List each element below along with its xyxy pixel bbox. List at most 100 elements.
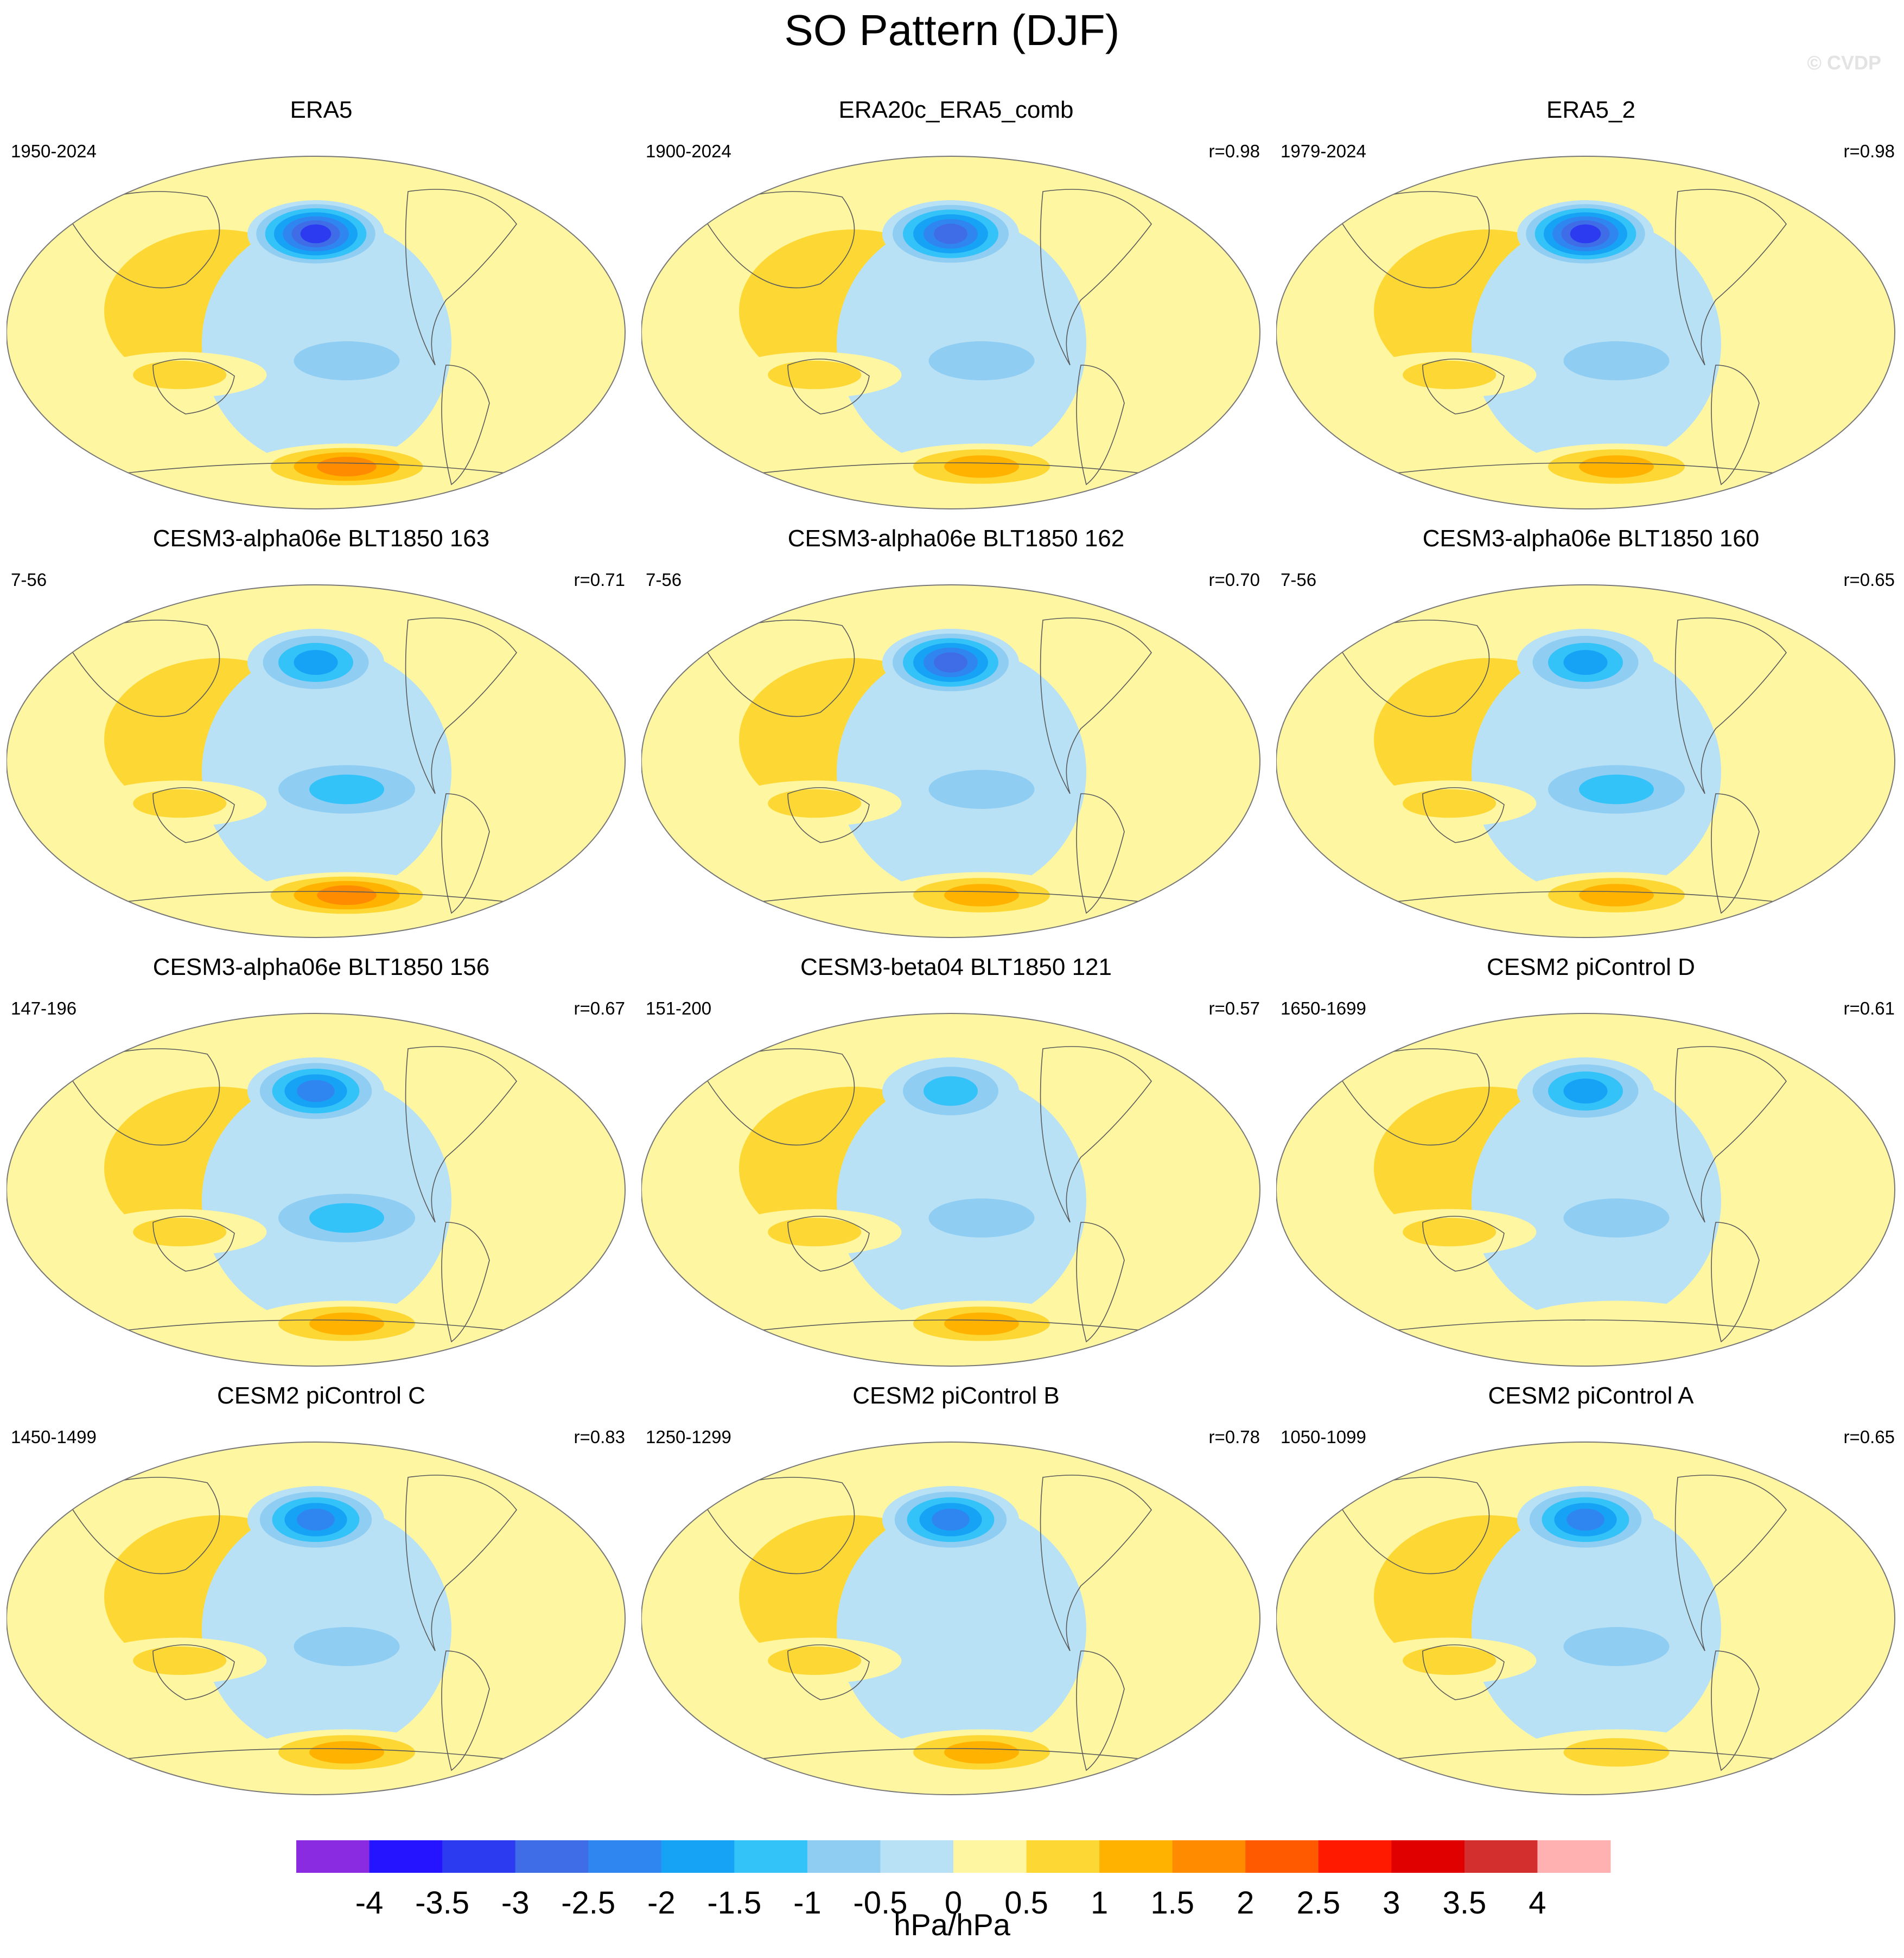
- central-pacific-low-anomaly-contour: [928, 1198, 1035, 1238]
- south-pacific-high-anomaly-contour: [1579, 884, 1654, 907]
- coastline: [405, 1475, 518, 1651]
- north-pacific-low-anomaly-contour: [924, 1076, 978, 1106]
- colorbar-swatch: [369, 1840, 443, 1873]
- coastline: [65, 1048, 220, 1146]
- panel-title: CESM2 piControl B: [852, 1382, 1060, 1409]
- panel-correlation: r=0.83: [574, 1427, 626, 1447]
- panel-correlation: r=0.78: [1208, 1427, 1260, 1447]
- north-pacific-low-anomaly-contour: [934, 652, 967, 673]
- indian-ocean-high-anomaly-contour: [133, 1217, 227, 1247]
- panel-correlation: r=0.57: [1208, 998, 1260, 1018]
- south-pacific-high-anomaly-contour: [944, 1312, 1019, 1335]
- coastline: [120, 891, 512, 903]
- coastline: [152, 1644, 235, 1700]
- colorbar-swatch: [1172, 1840, 1246, 1873]
- map-svg: [1276, 156, 1895, 509]
- map-border: [641, 1013, 1260, 1367]
- coastline: [1711, 365, 1760, 486]
- central-pacific-low-anomaly-contour: [294, 1627, 400, 1666]
- map-panel: ERA5 1950-2024: [7, 97, 636, 525]
- central-pacific-low-anomaly-contour: [1579, 774, 1654, 805]
- south-pacific-high-anomaly-contour: [944, 1741, 1019, 1764]
- map-panel: CESM2 piControl B 1250-1299 r=0.78: [641, 1382, 1271, 1811]
- coastline: [1422, 358, 1505, 414]
- map-border: [1276, 1013, 1895, 1367]
- map-panel: CESM3-beta04 BLT1850 121 151-200 r=0.57: [641, 954, 1271, 1382]
- coastline: [1040, 1046, 1152, 1223]
- cvdp-watermark: © CVDP: [1807, 52, 1881, 74]
- panel-period: 1050-1099: [1281, 1427, 1366, 1447]
- panel-title: CESM3-alpha06e BLT1850 162: [787, 525, 1125, 552]
- colorbar-swatch: [661, 1840, 735, 1873]
- north-pacific-low-anomaly-contour: [297, 1080, 335, 1102]
- panel-title: ERA5: [290, 97, 353, 123]
- colorbar-swatch: [1318, 1840, 1392, 1873]
- coastline: [65, 620, 220, 717]
- map-svg: [641, 584, 1260, 938]
- panel-correlation: r=0.65: [1843, 1427, 1895, 1447]
- colorbar-tick-label: -4: [355, 1885, 384, 1921]
- coastline: [152, 1215, 235, 1272]
- colorbar-tick-label: 3.5: [1443, 1885, 1487, 1921]
- north-pacific-low-anomaly-contour: [294, 650, 338, 675]
- central-pacific-low-anomaly-contour: [1563, 1198, 1670, 1238]
- colorbar-tick-label: -1.5: [707, 1885, 761, 1921]
- colorbar-tick-label: 3: [1383, 1885, 1400, 1921]
- coastline: [1422, 1644, 1505, 1700]
- map-border: [7, 584, 626, 938]
- panel-correlation: r=0.71: [574, 570, 626, 590]
- colorbar-tick-label: 2: [1237, 1885, 1254, 1921]
- panel-correlation: r=0.98: [1843, 141, 1895, 161]
- map-panel: CESM3-alpha06e BLT1850 163 7-56 r=0.71: [7, 525, 636, 954]
- coastline: [65, 1477, 220, 1574]
- colorbar-tick-label: 2.5: [1296, 1885, 1340, 1921]
- panel-title: CESM3-alpha06e BLT1850 163: [152, 525, 490, 552]
- north-pacific-low-anomaly-contour: [934, 224, 967, 244]
- panel-period: 1650-1699: [1281, 998, 1366, 1018]
- coastline: [65, 191, 220, 289]
- coastline: [787, 1644, 870, 1700]
- map-border: [1276, 156, 1895, 509]
- panel-period: 1450-1499: [11, 1427, 97, 1447]
- panel-period: 147-196: [11, 998, 77, 1018]
- colorbar-swatch: [296, 1840, 370, 1873]
- coastline: [755, 891, 1147, 903]
- panel-period: 1950-2024: [11, 141, 97, 161]
- coastline: [1040, 617, 1152, 794]
- indian-ocean-high-anomaly-contour: [768, 360, 862, 390]
- south-pacific-high-anomaly-contour: [1579, 455, 1654, 478]
- colorbar-swatch: [1026, 1840, 1100, 1873]
- colorbar-swatch: [1391, 1840, 1465, 1873]
- map-border: [7, 1442, 626, 1795]
- central-pacific-low-anomaly-contour: [1563, 341, 1670, 380]
- coastline: [1711, 1222, 1760, 1343]
- coastline: [1674, 189, 1787, 366]
- indian-ocean-high-anomaly-contour: [133, 1646, 227, 1675]
- map-panel: CESM3-alpha06e BLT1850 156 147-196 r=0.67: [7, 954, 636, 1382]
- colorbar-tick-label: 1: [1091, 1885, 1108, 1921]
- map-svg: [1276, 1013, 1895, 1367]
- indian-ocean-high-anomaly-contour: [768, 789, 862, 818]
- central-pacific-low-anomaly-contour: [928, 770, 1035, 809]
- colorbar-swatch: [1537, 1840, 1611, 1873]
- map-svg: [7, 1013, 626, 1367]
- coastline: [700, 191, 855, 289]
- colorbar-swatch: [1464, 1840, 1538, 1873]
- colorbar-tick-label: -3.5: [415, 1885, 469, 1921]
- north-pacific-low-anomaly-contour: [1566, 1508, 1604, 1531]
- coastline: [405, 617, 518, 794]
- panel-correlation: r=0.65: [1843, 570, 1895, 590]
- coastline: [1390, 1319, 1781, 1331]
- coastline: [1076, 1650, 1125, 1771]
- colorbar-tick-label: 1.5: [1150, 1885, 1194, 1921]
- coastline: [152, 358, 235, 414]
- colorbar-swatch: [953, 1840, 1027, 1873]
- map-panel: CESM2 piControl A 1050-1099 r=0.65: [1276, 1382, 1904, 1811]
- figure-title: SO Pattern (DJF): [784, 6, 1120, 54]
- panel-title: CESM2 piControl A: [1488, 1382, 1694, 1409]
- colorbar-swatch: [442, 1840, 516, 1873]
- map-svg: [641, 156, 1260, 509]
- coastline: [441, 1222, 490, 1343]
- map-panel: ERA5_2 1979-2024 r=0.98: [1276, 97, 1904, 525]
- colorbar-units: hPa/hPa: [894, 1908, 1010, 1942]
